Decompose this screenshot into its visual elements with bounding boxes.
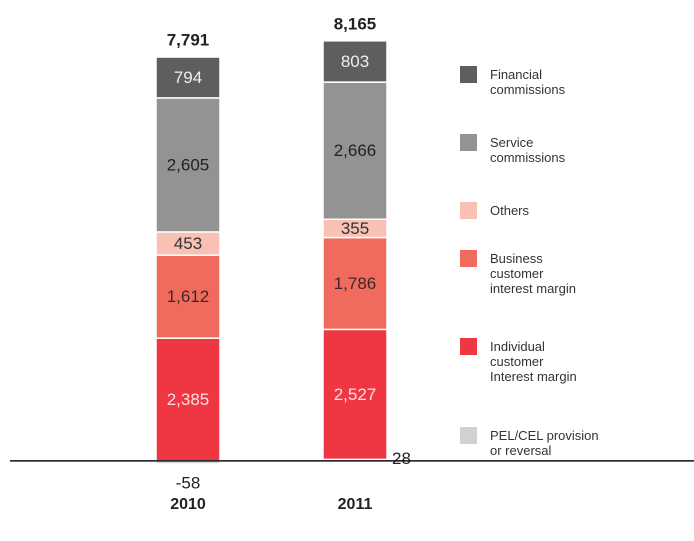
total-label: 8,165 xyxy=(334,14,377,33)
segment-label: 803 xyxy=(341,52,369,71)
x-tick-label: 2011 xyxy=(338,496,373,513)
legend-label: Service commissions xyxy=(490,135,566,165)
total-label: 7,791 xyxy=(167,31,210,50)
legend-swatch xyxy=(460,338,477,355)
bar-segment xyxy=(155,97,221,233)
legend-swatch xyxy=(460,134,477,151)
bar-segment xyxy=(155,254,221,339)
segment-label: 1,786 xyxy=(334,274,377,293)
bar-segment xyxy=(155,337,221,462)
segment-label: 453 xyxy=(174,234,202,253)
legend-label: Others xyxy=(490,203,530,218)
legend-label: PEL/CEL provision or reversal xyxy=(490,428,599,458)
segment-label: 28 xyxy=(392,449,411,468)
bar-segment xyxy=(322,40,388,83)
segment-label: 2,605 xyxy=(167,155,210,174)
legend-swatch xyxy=(460,427,477,444)
bar-segment xyxy=(322,81,388,221)
segment-label: 794 xyxy=(174,68,202,87)
segment-label: -58 xyxy=(176,473,201,492)
legend-swatch xyxy=(460,66,477,83)
segment-label: 355 xyxy=(341,219,369,238)
segment-label: 2,527 xyxy=(334,385,377,404)
legend-label: Financial commissions xyxy=(490,67,566,97)
segment-label: 2,666 xyxy=(334,141,377,160)
bar-segment xyxy=(322,328,388,461)
bar-segment xyxy=(155,56,221,99)
legend-label: Business customer interest margin xyxy=(490,251,576,296)
bar-segment xyxy=(322,236,388,331)
legend-label: Individual customer Interest margin xyxy=(490,339,577,384)
x-tick-label: 2010 xyxy=(170,496,206,513)
segment-label: 2,385 xyxy=(167,390,210,409)
legend-swatch xyxy=(460,202,477,219)
segment-label: 1,612 xyxy=(167,287,210,306)
legend-swatch xyxy=(460,250,477,267)
